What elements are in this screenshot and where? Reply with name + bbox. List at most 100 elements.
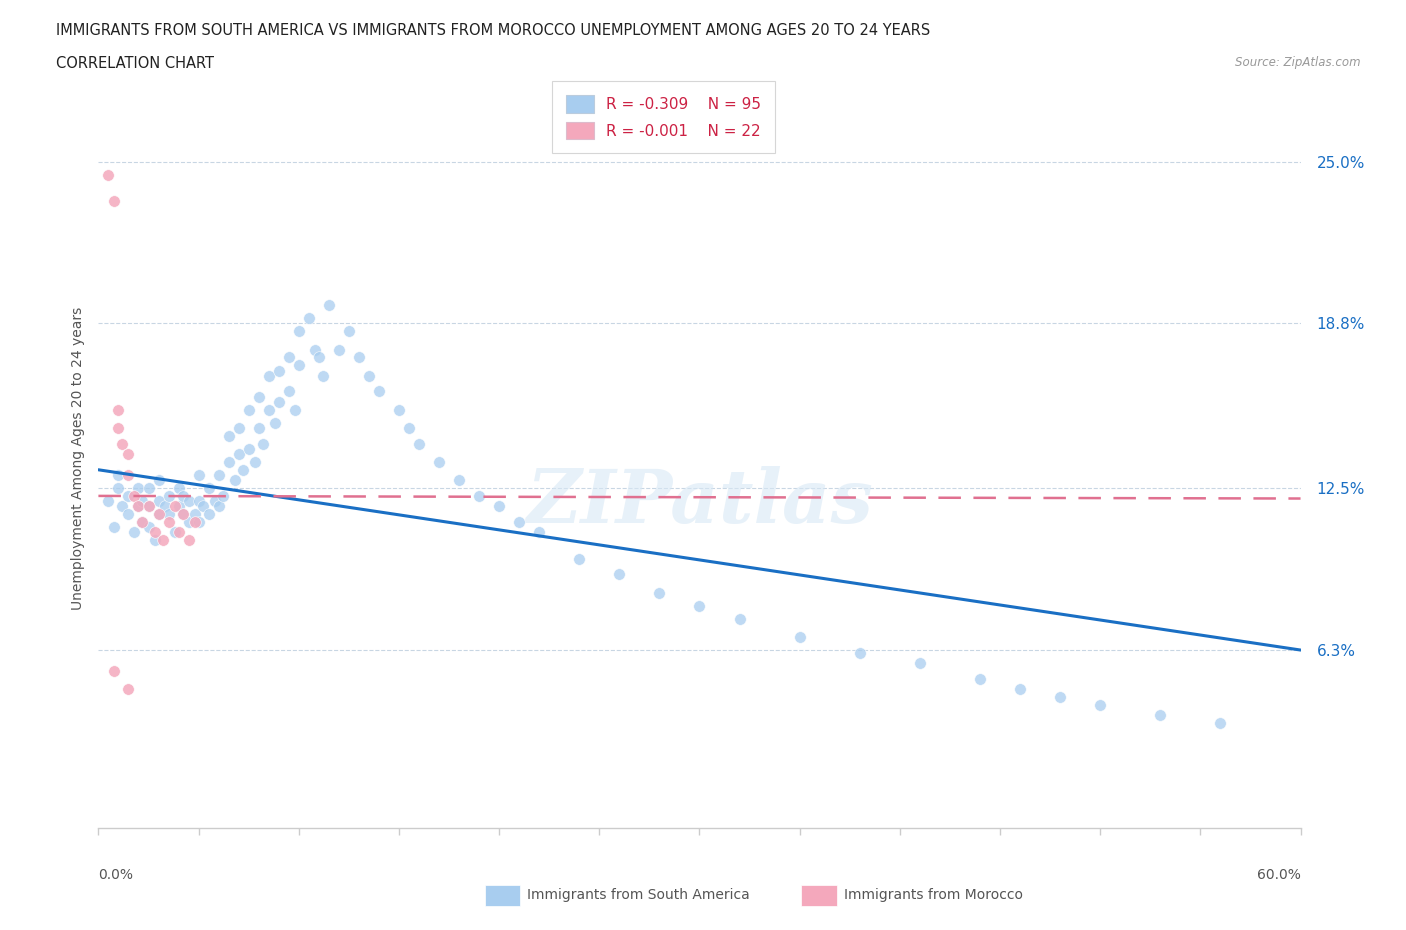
Point xyxy=(347,350,370,365)
Legend: R = -0.309    N = 95, R = -0.001    N = 22: R = -0.309 N = 95, R = -0.001 N = 22 xyxy=(553,81,775,153)
Point xyxy=(208,468,231,483)
Point xyxy=(789,630,811,644)
Point xyxy=(298,311,321,325)
Point xyxy=(138,520,160,535)
Point xyxy=(111,436,134,451)
Point xyxy=(228,420,250,435)
Point xyxy=(304,342,326,357)
Point xyxy=(277,350,299,365)
Point xyxy=(191,498,214,513)
Point xyxy=(107,420,129,435)
Point xyxy=(107,468,129,483)
Point xyxy=(1088,698,1111,712)
Point xyxy=(408,436,430,451)
Point xyxy=(152,533,174,548)
Point xyxy=(284,403,307,418)
Point xyxy=(177,514,200,529)
Point xyxy=(103,520,125,535)
Point xyxy=(167,481,190,496)
Point xyxy=(398,420,420,435)
Point xyxy=(131,514,153,529)
Point xyxy=(128,498,150,513)
Text: IMMIGRANTS FROM SOUTH AMERICA VS IMMIGRANTS FROM MOROCCO UNEMPLOYMENT AMONG AGES: IMMIGRANTS FROM SOUTH AMERICA VS IMMIGRA… xyxy=(56,23,931,38)
Point xyxy=(257,368,280,383)
Point xyxy=(148,472,170,487)
Point xyxy=(228,446,250,461)
Point xyxy=(252,436,274,451)
Point xyxy=(849,645,872,660)
Point xyxy=(357,368,380,383)
Point xyxy=(117,488,139,503)
Point xyxy=(1209,716,1232,731)
Point xyxy=(247,389,270,404)
Point xyxy=(328,342,350,357)
Point xyxy=(138,498,160,513)
Point xyxy=(568,551,591,566)
Point xyxy=(218,455,240,470)
Point xyxy=(172,507,194,522)
Text: ZIPatlas: ZIPatlas xyxy=(526,466,873,538)
Point xyxy=(447,472,470,487)
Point xyxy=(488,498,510,513)
Point xyxy=(197,507,219,522)
Point xyxy=(183,507,205,522)
Point xyxy=(183,514,205,529)
Point xyxy=(308,350,330,365)
Point xyxy=(648,585,671,600)
Point xyxy=(97,494,120,509)
Point xyxy=(288,324,311,339)
Point xyxy=(318,298,340,312)
Point xyxy=(187,494,209,509)
Point xyxy=(187,514,209,529)
Point xyxy=(128,498,150,513)
Point xyxy=(177,533,200,548)
Point xyxy=(288,358,311,373)
Point xyxy=(969,671,991,686)
Point xyxy=(468,488,491,503)
Point xyxy=(111,498,134,513)
Point xyxy=(103,193,125,208)
Point xyxy=(529,525,551,540)
Point xyxy=(427,455,450,470)
Point xyxy=(138,498,160,513)
Point xyxy=(232,462,254,477)
Point xyxy=(1010,682,1032,697)
Point xyxy=(172,507,194,522)
Point xyxy=(243,455,266,470)
Point xyxy=(197,481,219,496)
Text: 60.0%: 60.0% xyxy=(1257,869,1301,883)
Point xyxy=(238,403,260,418)
Point xyxy=(368,384,391,399)
Point xyxy=(117,446,139,461)
Point xyxy=(337,324,360,339)
Point xyxy=(148,507,170,522)
Point xyxy=(263,416,285,431)
Point xyxy=(238,442,260,457)
Point xyxy=(117,682,139,697)
Text: Immigrants from Morocco: Immigrants from Morocco xyxy=(844,887,1022,902)
Point xyxy=(117,468,139,483)
Point xyxy=(267,394,290,409)
Point xyxy=(103,663,125,678)
Point xyxy=(157,514,180,529)
Point xyxy=(388,403,411,418)
Point xyxy=(312,368,335,383)
Point xyxy=(153,498,176,513)
Point xyxy=(187,468,209,483)
Point xyxy=(224,472,246,487)
Point xyxy=(167,498,190,513)
Point xyxy=(908,656,931,671)
Point xyxy=(247,420,270,435)
Point xyxy=(267,363,290,378)
Point xyxy=(131,514,153,529)
Point xyxy=(688,598,710,613)
Point xyxy=(1149,708,1171,723)
Y-axis label: Unemployment Among Ages 20 to 24 years: Unemployment Among Ages 20 to 24 years xyxy=(70,306,84,610)
Point xyxy=(107,403,129,418)
Point xyxy=(131,494,153,509)
Text: Source: ZipAtlas.com: Source: ZipAtlas.com xyxy=(1236,56,1361,69)
Point xyxy=(148,494,170,509)
Point xyxy=(204,494,226,509)
Point xyxy=(128,481,150,496)
Text: 0.0%: 0.0% xyxy=(98,869,134,883)
